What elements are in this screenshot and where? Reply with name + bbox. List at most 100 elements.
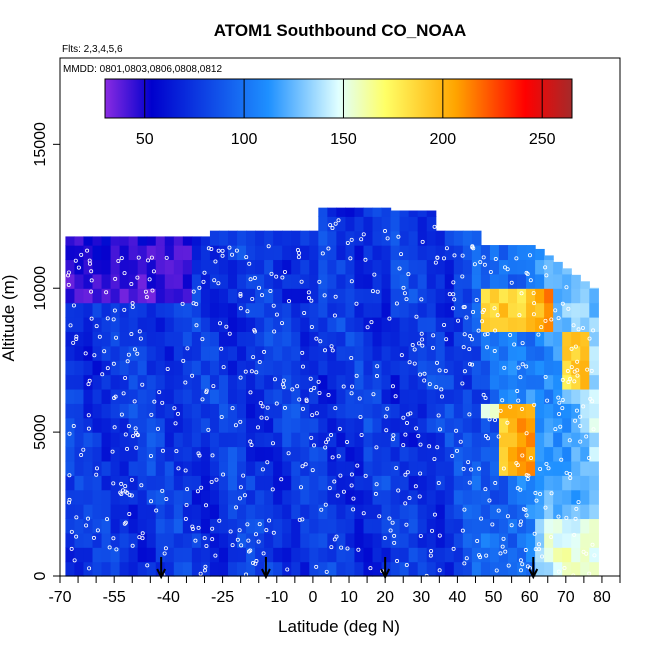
measurement-point [256, 539, 261, 544]
heatmap-cell [408, 216, 419, 232]
heatmap-cell [173, 446, 184, 462]
heatmap-cell [390, 210, 401, 217]
heatmap-cell [200, 547, 211, 563]
measurement-point [87, 378, 92, 383]
heatmap-cell [318, 345, 328, 361]
measurement-point [436, 413, 441, 418]
measurement-point [265, 460, 270, 465]
measurement-point [520, 453, 525, 458]
measurement-point [322, 348, 327, 353]
heatmap-cell [363, 273, 374, 289]
measurement-point [399, 252, 404, 257]
heatmap-cell [417, 273, 428, 289]
heatmap-cell [291, 331, 301, 347]
measurement-point [500, 544, 505, 549]
heatmap-cell [291, 460, 301, 476]
heatmap-cell [444, 403, 455, 419]
heatmap-cell [137, 417, 148, 433]
measurement-point [587, 571, 592, 576]
heatmap-cell [74, 532, 85, 548]
heatmap-cell [228, 504, 238, 520]
heatmap-cell [517, 547, 527, 563]
heatmap-cell [246, 446, 256, 462]
heatmap-cell [200, 259, 211, 275]
heatmap-cell [363, 504, 374, 520]
heatmap-cell [327, 288, 337, 304]
measurement-point [515, 463, 520, 468]
measurement-point [418, 442, 423, 447]
heatmap-cell [291, 561, 301, 577]
heatmap-cell [381, 532, 392, 548]
measurement-point [295, 248, 300, 253]
heatmap-cell [237, 374, 247, 390]
heatmap-cell [444, 317, 455, 332]
heatmap-cell [255, 245, 265, 261]
heatmap-cell [300, 245, 310, 261]
heatmap-cell [164, 432, 175, 448]
heatmap-cell [517, 317, 527, 332]
measurement-point [418, 372, 423, 377]
heatmap-cell [327, 374, 337, 390]
measurement-point [219, 414, 224, 419]
heatmap-cell [336, 489, 347, 505]
heatmap-cell [273, 489, 283, 505]
heatmap-cell [318, 446, 328, 462]
heatmap-cell [282, 547, 292, 563]
measurement-point [422, 378, 427, 383]
heatmap-cell [246, 374, 256, 390]
heatmap-cell [110, 446, 121, 462]
heatmap-cell [264, 518, 274, 534]
heatmap-cell [65, 403, 76, 419]
measurement-point [251, 355, 256, 360]
measurement-point [212, 278, 217, 283]
heatmap-cell [363, 230, 374, 246]
measurement-point [490, 522, 495, 527]
heatmap-cell [426, 388, 437, 404]
measurement-point [160, 488, 165, 493]
heatmap-cell [65, 345, 76, 361]
heatmap-cell [228, 446, 238, 462]
measurement-point [472, 262, 477, 267]
measurement-point [264, 416, 269, 421]
measurement-point [295, 384, 300, 389]
heatmap-cell [580, 561, 590, 577]
measurement-point [310, 468, 315, 473]
heatmap-cell [589, 518, 599, 534]
measurement-point [498, 408, 503, 413]
heatmap-cell [336, 446, 347, 462]
heatmap-cell [110, 561, 121, 577]
heatmap-cell [381, 331, 392, 347]
heatmap-cell [309, 547, 319, 563]
measurement-point [556, 395, 561, 400]
heatmap-cell [291, 245, 301, 261]
heatmap-cell [417, 360, 428, 376]
measurement-point [351, 496, 356, 501]
heatmap-cell [92, 360, 103, 376]
heatmap-cell [191, 489, 202, 505]
heatmap-cell [209, 446, 220, 462]
heatmap-cell [426, 360, 437, 376]
measurement-point [252, 275, 257, 280]
measurement-point [523, 507, 528, 512]
heatmap-cell [354, 374, 365, 390]
measurement-point [314, 336, 319, 341]
measurement-point [430, 345, 435, 350]
heatmap-cell [282, 374, 292, 390]
heatmap-cell [535, 345, 545, 361]
heatmap-cell [228, 460, 238, 476]
heatmap-cell [589, 460, 599, 476]
measurement-point [94, 472, 99, 477]
heatmap-cell [164, 475, 175, 491]
heatmap-cell [471, 489, 482, 505]
heatmap-cell [390, 259, 401, 275]
heatmap-cell [471, 317, 482, 332]
heatmap-cell [345, 403, 356, 419]
heatmap-cell [544, 317, 554, 332]
heatmap-cell [83, 432, 94, 448]
heatmap-cell [309, 317, 319, 332]
measurement-point [132, 399, 137, 404]
heatmap-cell [228, 360, 238, 376]
heatmap-cell [264, 532, 274, 548]
heatmap-cell [471, 259, 482, 275]
measurement-point [125, 446, 130, 451]
